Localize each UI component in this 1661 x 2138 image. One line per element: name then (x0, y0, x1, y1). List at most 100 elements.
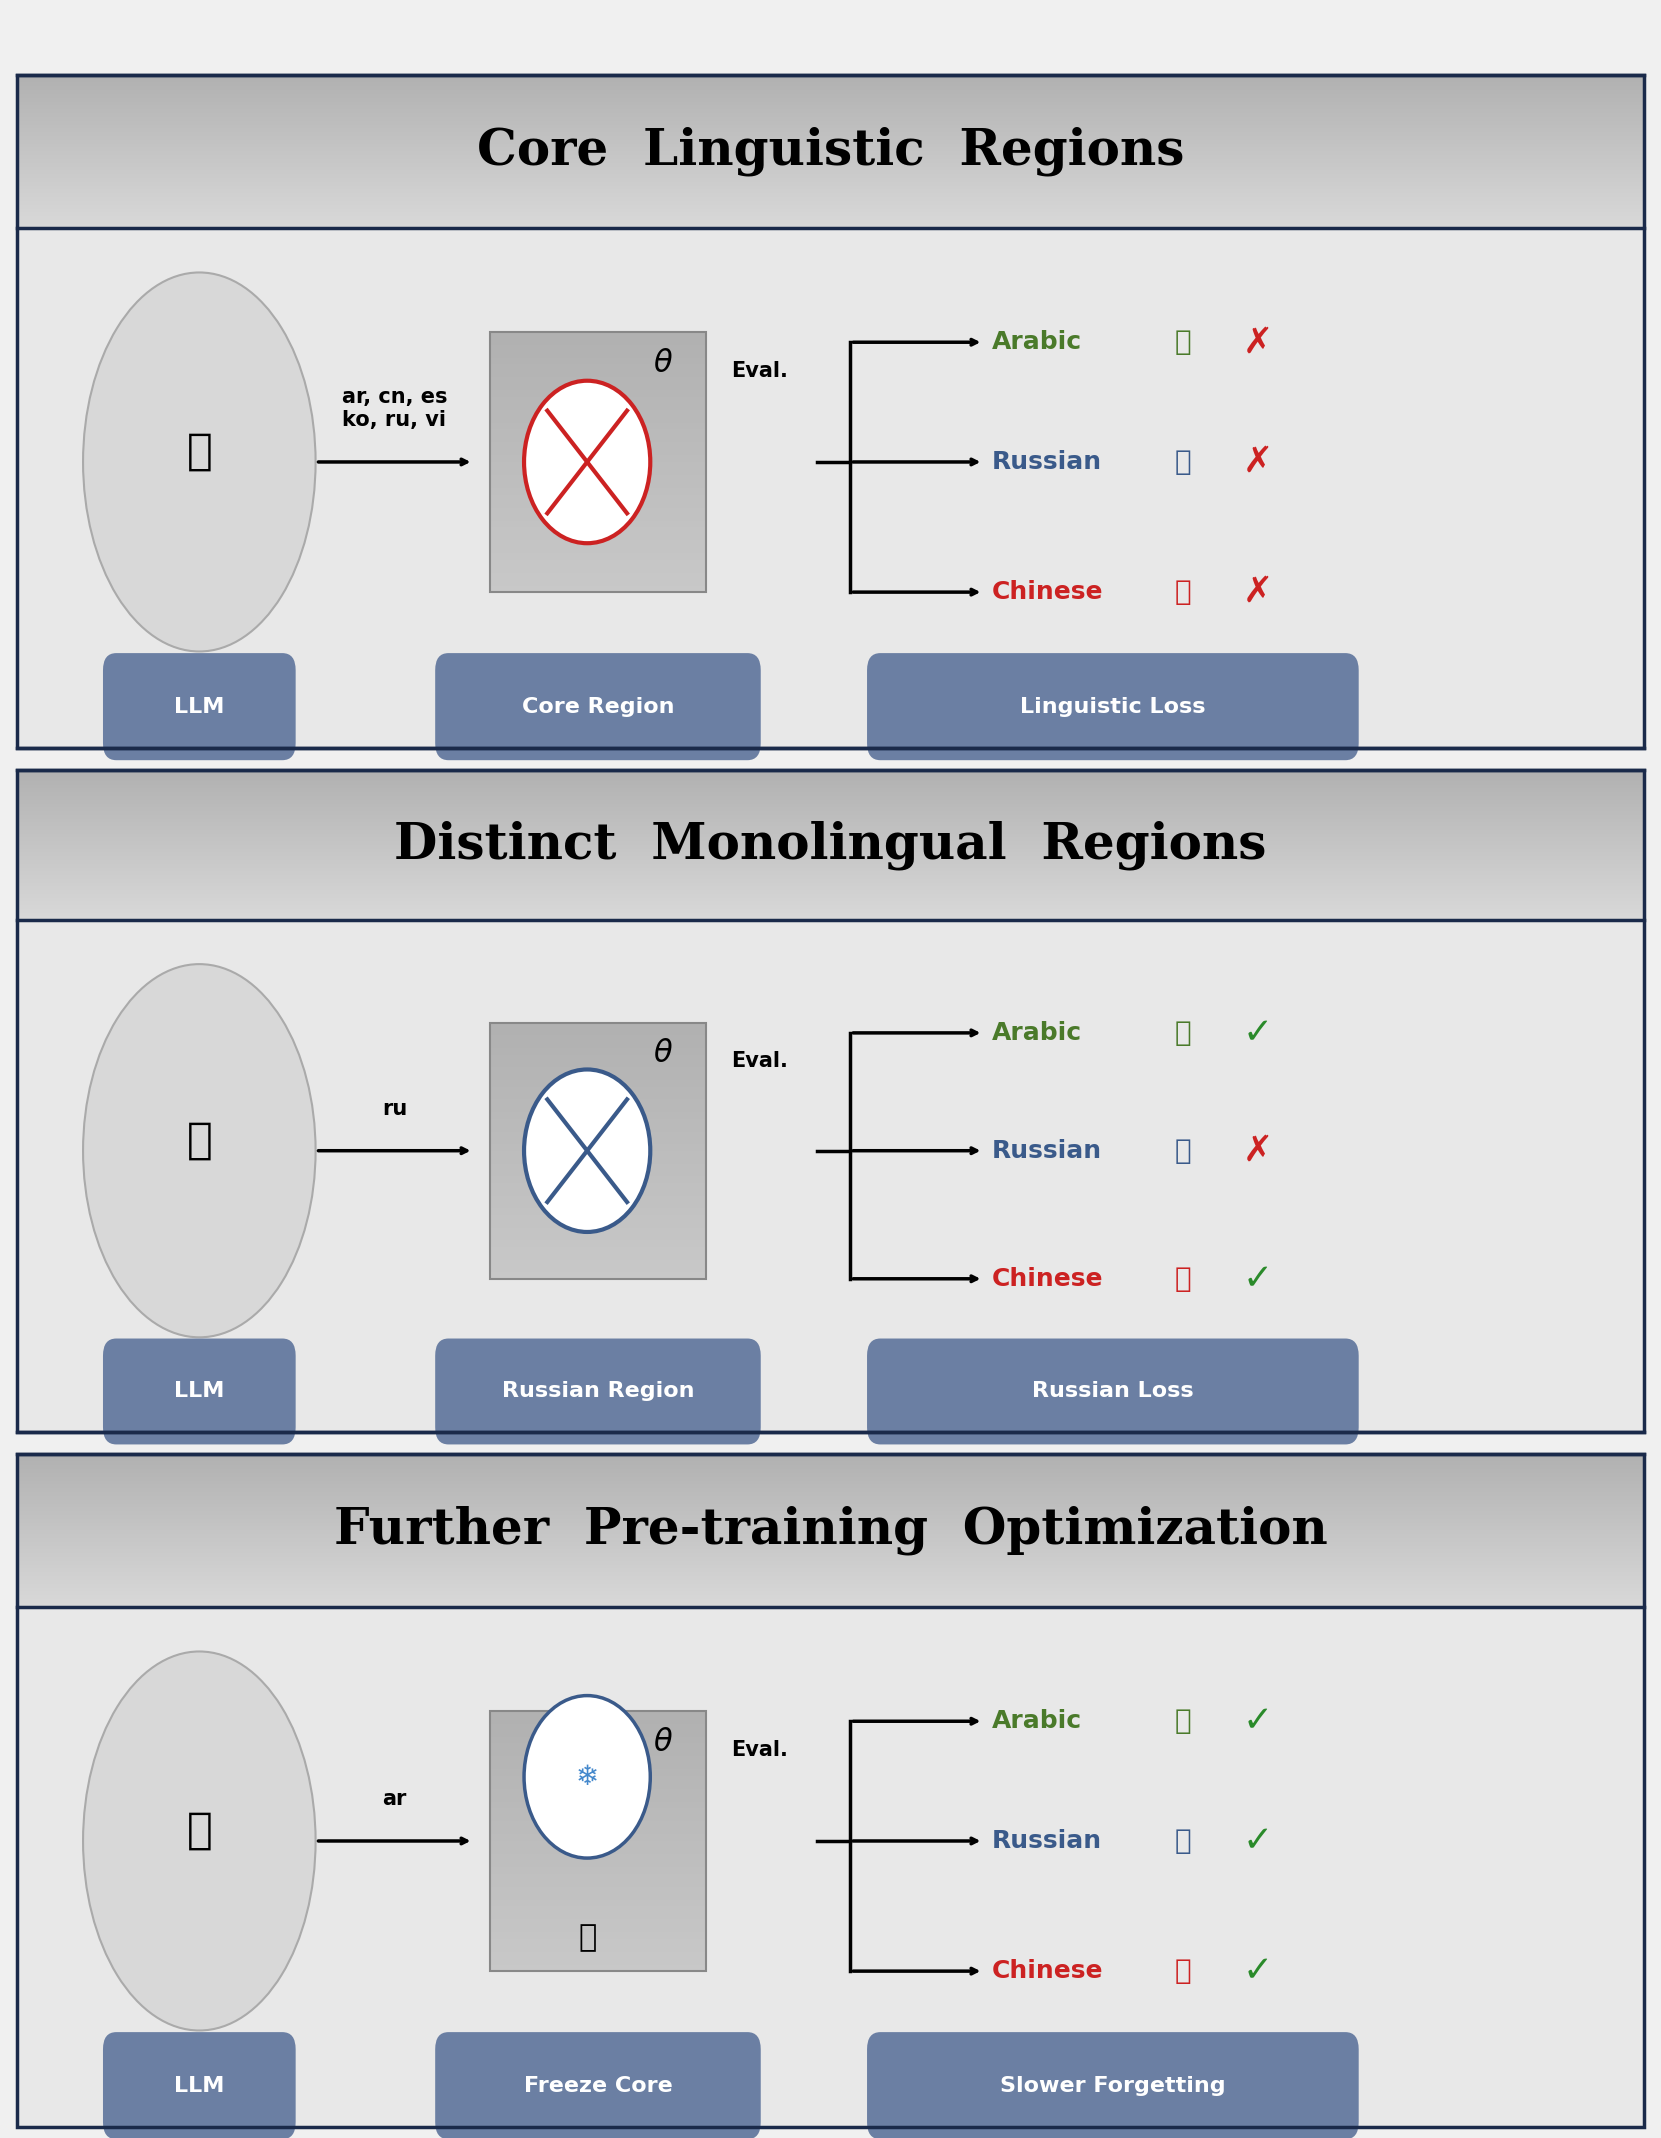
Bar (17, 90, 1644, 94)
Bar (490, 1939, 706, 1946)
Bar (17, 889, 1644, 894)
Bar (490, 573, 706, 579)
Bar (17, 778, 1644, 780)
Bar (17, 1608, 1644, 2127)
Bar (17, 1589, 1644, 1591)
Bar (490, 586, 706, 592)
Bar (490, 1240, 706, 1246)
Bar (490, 1214, 706, 1221)
Bar (17, 774, 1644, 778)
Bar (17, 75, 1644, 748)
FancyBboxPatch shape (867, 1338, 1359, 1445)
Bar (17, 1499, 1644, 1503)
Bar (490, 1246, 706, 1253)
Bar (490, 410, 706, 417)
Text: $\theta$: $\theta$ (653, 1037, 673, 1069)
Bar (17, 224, 1644, 229)
Bar (17, 864, 1644, 868)
Bar (490, 1790, 706, 1796)
Bar (490, 1266, 706, 1272)
Bar (490, 449, 706, 455)
Bar (490, 1086, 706, 1093)
Bar (17, 137, 1644, 139)
Bar (490, 1965, 706, 1971)
Bar (17, 849, 1644, 853)
Bar (490, 1022, 706, 1279)
Bar (490, 1105, 706, 1112)
Bar (17, 167, 1644, 171)
Text: ✓: ✓ (1242, 1954, 1272, 1988)
Bar (17, 94, 1644, 98)
Bar (17, 1552, 1644, 1556)
Text: ✗: ✗ (1242, 1133, 1272, 1167)
Bar (17, 1591, 1644, 1595)
Text: Slower Forgetting: Slower Forgetting (1000, 2076, 1226, 2095)
Text: $\theta$: $\theta$ (653, 348, 673, 378)
Bar (17, 823, 1644, 825)
Bar (17, 1477, 1644, 1482)
Bar (490, 513, 706, 520)
Bar (490, 1879, 706, 1886)
FancyBboxPatch shape (103, 2031, 296, 2138)
Bar (490, 1169, 706, 1176)
Bar (17, 1518, 1644, 1522)
Bar (490, 1907, 706, 1914)
Text: Eval.: Eval. (731, 1052, 787, 1071)
Bar (17, 1541, 1644, 1546)
Bar (490, 1202, 706, 1208)
Bar (490, 1208, 706, 1214)
Bar (17, 1599, 1644, 1604)
Bar (490, 554, 706, 560)
Bar (490, 1796, 706, 1802)
Bar (490, 475, 706, 481)
Bar (17, 1531, 1644, 1535)
Bar (17, 1584, 1644, 1589)
Bar (17, 909, 1644, 913)
Bar (17, 128, 1644, 133)
Bar (17, 825, 1644, 830)
Bar (17, 1458, 1644, 1462)
Bar (17, 904, 1644, 909)
Bar (490, 436, 706, 443)
Bar (17, 109, 1644, 113)
Bar (490, 370, 706, 378)
Bar (17, 210, 1644, 212)
Text: $\theta$: $\theta$ (653, 1728, 673, 1757)
Text: 🦙: 🦙 (1174, 1266, 1191, 1293)
Bar (490, 398, 706, 404)
Bar (17, 1565, 1644, 1569)
Bar (490, 1777, 706, 1783)
Bar (490, 1860, 706, 1866)
Bar (17, 1576, 1644, 1580)
Bar (17, 1473, 1644, 1477)
Bar (17, 139, 1644, 143)
Bar (17, 1482, 1644, 1484)
Bar (17, 855, 1644, 859)
Text: ✗: ✗ (1242, 325, 1272, 359)
Bar (17, 800, 1644, 804)
Text: Chinese: Chinese (992, 1268, 1103, 1291)
Bar (17, 894, 1644, 898)
Text: ar, cn, es
ko, ru, vi: ar, cn, es ko, ru, vi (342, 387, 447, 430)
Bar (490, 1886, 706, 1892)
Text: 🦙: 🦙 (186, 430, 213, 472)
Text: Distinct  Monolingual  Regions: Distinct Monolingual Regions (394, 821, 1267, 870)
Bar (17, 133, 1644, 137)
Bar (17, 1604, 1644, 1608)
Bar (490, 1815, 706, 1822)
Bar (490, 391, 706, 398)
Text: ✓: ✓ (1242, 1704, 1272, 1738)
Bar (490, 1163, 706, 1169)
Bar (17, 845, 1644, 849)
Bar (17, 898, 1644, 902)
Bar (490, 468, 706, 475)
Bar (490, 1189, 706, 1195)
Bar (490, 1847, 706, 1854)
Text: ar: ar (382, 1790, 407, 1809)
Bar (17, 212, 1644, 216)
Bar (17, 780, 1644, 785)
Bar (490, 1112, 706, 1118)
Bar (17, 173, 1644, 177)
Bar (17, 86, 1644, 90)
Bar (490, 1834, 706, 1841)
